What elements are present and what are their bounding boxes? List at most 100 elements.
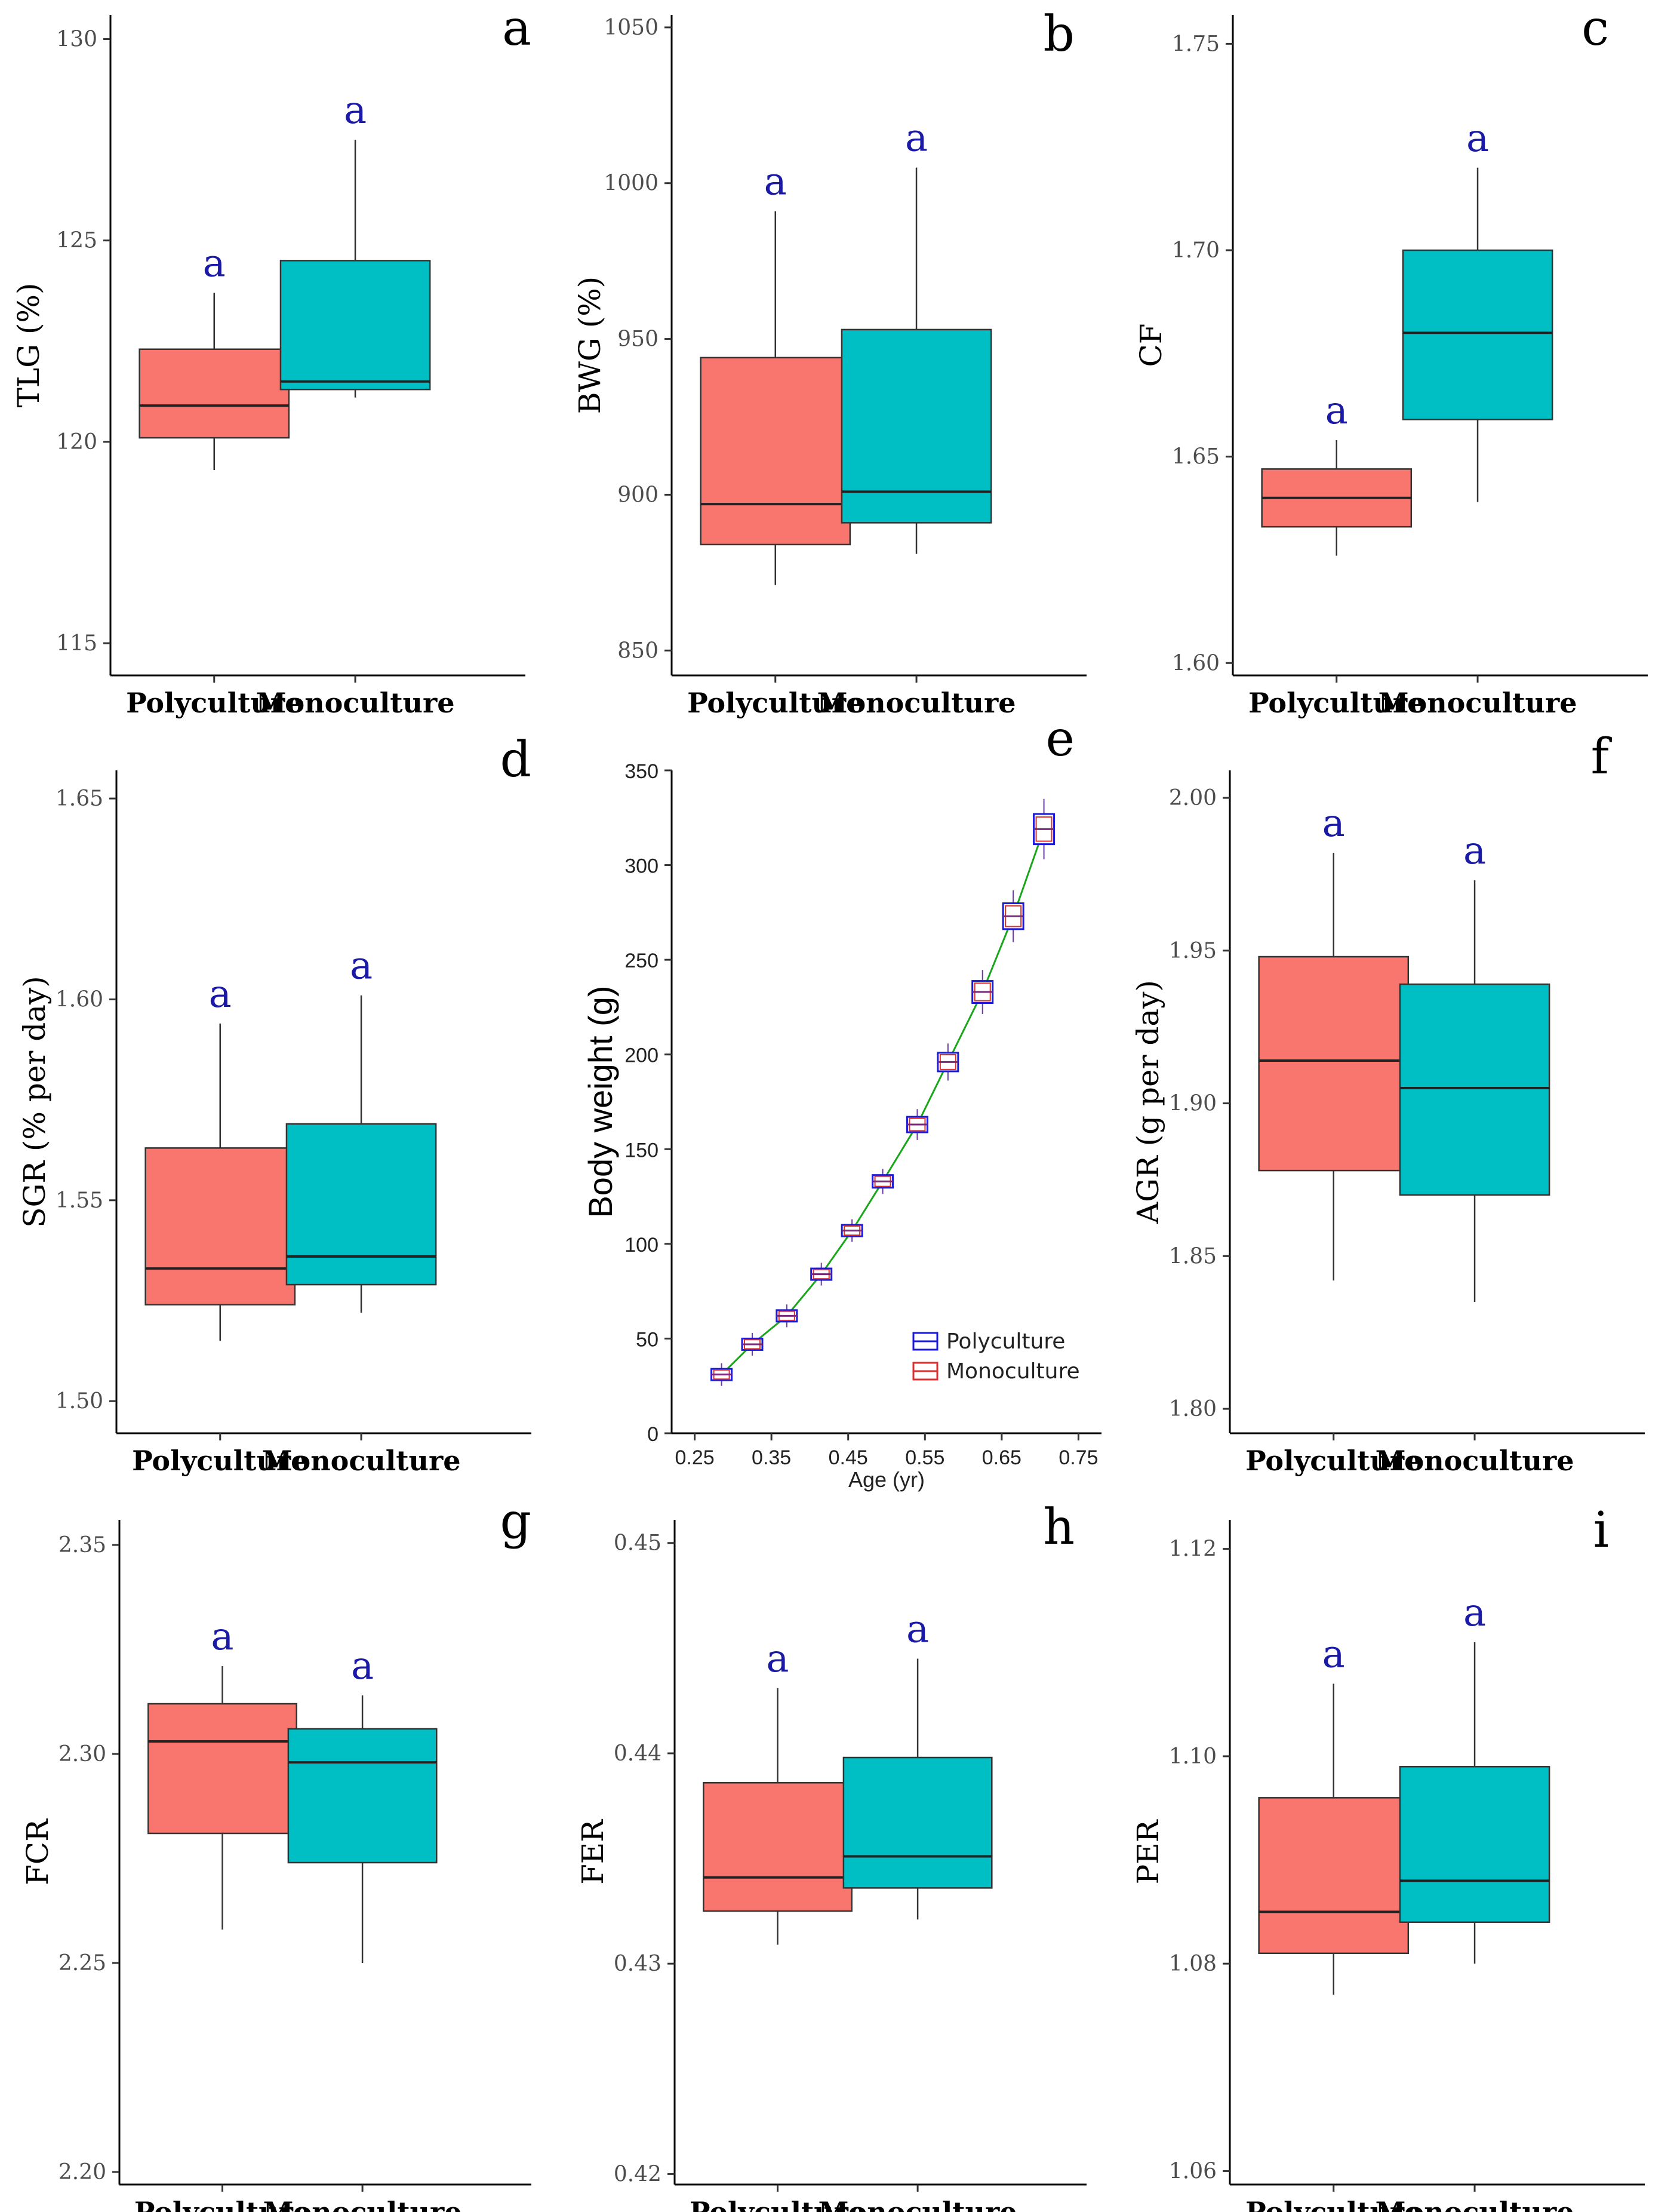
box-polyculture (1258, 956, 1410, 1172)
box-point (776, 1304, 798, 1328)
y-tick-label: 2.35 (59, 1533, 106, 1557)
panel-g: g 2.20 2.25 2.30 2.35 FCR Polyculture a Monocult… (20, 1493, 531, 2212)
y-tick-label: 850 (617, 638, 659, 663)
significance-letter: a (1325, 389, 1348, 433)
box-polyculture (139, 348, 290, 439)
y-tick-label: 2.20 (59, 2160, 106, 2185)
y-tick-label: 125 (56, 229, 97, 253)
x-tick-label: Monoculture (262, 1445, 461, 1477)
y-axis-label: FER (576, 1819, 610, 1885)
significance-letter: a (1463, 1591, 1486, 1635)
significance-letter: a (203, 241, 226, 285)
legend-label: Monoculture (946, 1359, 1080, 1384)
significance-letter: a (1322, 1632, 1345, 1676)
box-point (810, 1262, 833, 1286)
legend-label: Polyculture (946, 1329, 1065, 1354)
y-tick-label: 120 (56, 430, 97, 454)
y-tick-label: 1.90 (1169, 1092, 1217, 1116)
y-tick-label: 2.00 (1169, 786, 1217, 810)
y-axis-label: Body weight (g) (581, 985, 619, 1218)
y-tick-label: 1.08 (1169, 1952, 1217, 1976)
panel-label: h (1043, 1499, 1075, 1556)
box-monoculture (1399, 983, 1550, 1196)
y-tick-label: 0.43 (614, 1952, 661, 1976)
box-point (710, 1363, 733, 1386)
box-point (741, 1332, 764, 1356)
y-tick-label: 100 (624, 1234, 659, 1256)
y-tick-label: 0 (647, 1423, 659, 1446)
box-monoculture (279, 260, 431, 391)
legend-item-monoculture: Monoculture (912, 1359, 1080, 1384)
box-point (906, 1109, 928, 1140)
y-tick-label: 2.25 (59, 1951, 106, 1976)
y-tick-label: 1.60 (56, 987, 103, 1012)
box-point (971, 970, 994, 1015)
y-tick-label: 0.45 (614, 1531, 661, 1556)
y-tick-label: 1.65 (56, 787, 103, 811)
box-polyculture (1258, 1797, 1410, 1955)
y-tick-label: 1.70 (1172, 238, 1220, 263)
box-polyculture (147, 1703, 297, 1835)
y-tick-label: 300 (624, 855, 659, 878)
y-tick-label: 0.44 (614, 1741, 661, 1766)
x-axis-label: Age (yr) (848, 1467, 925, 1492)
panel-label: d (500, 732, 532, 788)
x-tick-label: 0.45 (829, 1446, 868, 1469)
y-tick-label: 1000 (604, 171, 659, 196)
x-tick-label: Polyculture (126, 687, 302, 719)
y-tick-label: 900 (617, 483, 659, 507)
y-axis-label: AGR (g per day) (1131, 980, 1165, 1224)
y-tick-label: 200 (624, 1044, 659, 1067)
box-point (841, 1219, 863, 1242)
panel-b: b 850 900 950 1000 1050 BWG (%) Polyculture a Mon… (573, 6, 1087, 719)
box-point (1033, 798, 1056, 859)
panel-i: i 1.06 1.08 1.10 1.12 PER Polyculture a Monocult… (1131, 1502, 1645, 2212)
box-point (1002, 890, 1024, 942)
box-point (937, 1043, 959, 1081)
x-tick-label: Monoculture (817, 687, 1016, 719)
box-monoculture (842, 1756, 993, 1889)
x-tick-label: 0.25 (675, 1446, 714, 1469)
x-tick-label: Monoculture (1376, 2196, 1574, 2212)
panel-d: d 1.50 1.55 1.60 1.65 SGR (% per day) Polycult… (17, 732, 531, 1477)
panel-label: c (1581, 0, 1609, 57)
significance-letter: a (766, 1637, 789, 1681)
x-tick-label: Polyculture (687, 687, 863, 719)
x-tick-label: Polyculture (1248, 687, 1424, 719)
x-tick-label: Polyculture (134, 2196, 310, 2212)
significance-letter: a (211, 1615, 233, 1659)
panel-e: e 0 50 100 150 200 250 300 350 0.25 0.35 0.45 0.55 0.… (581, 711, 1101, 1492)
box-monoculture (285, 1123, 437, 1286)
x-tick-label: Polyculture (690, 2196, 866, 2212)
y-tick-label: 1.55 (56, 1188, 103, 1213)
significance-letter: a (906, 1607, 929, 1651)
significance-letter: a (351, 1644, 374, 1688)
x-tick-label: Monoculture (256, 687, 455, 719)
y-tick-label: 1.85 (1169, 1244, 1217, 1268)
panel-label: g (500, 1493, 532, 1550)
box-polyculture (700, 357, 851, 546)
x-tick-label: Monoculture (819, 2196, 1017, 2212)
y-tick-label: 115 (56, 631, 97, 656)
significance-letter: a (905, 116, 928, 161)
y-tick-label: 1.06 (1169, 2159, 1217, 2183)
panel-label: e (1045, 711, 1075, 767)
y-tick-label: 1.95 (1169, 939, 1217, 963)
significance-letter: a (209, 972, 232, 1016)
x-tick-label: 0.55 (905, 1446, 944, 1469)
x-tick-label: 0.75 (1059, 1446, 1098, 1469)
y-tick-label: 130 (56, 27, 97, 51)
panel-h: h 0.42 0.43 0.44 0.45 FER Polyculture a Monocult… (576, 1499, 1087, 2212)
x-tick-label: Polyculture (1245, 2196, 1421, 2212)
y-tick-label: 150 (624, 1139, 659, 1162)
y-tick-label: 350 (624, 760, 659, 783)
y-tick-label: 950 (617, 327, 659, 352)
significance-letter: a (1322, 801, 1345, 846)
box-polyculture (144, 1147, 296, 1305)
significance-letter: a (344, 88, 367, 133)
x-tick-label: Monoculture (1379, 687, 1577, 719)
y-axis-label: SGR (% per day) (17, 976, 52, 1228)
panel-label: f (1591, 729, 1613, 785)
y-axis-label: PER (1131, 1819, 1165, 1884)
